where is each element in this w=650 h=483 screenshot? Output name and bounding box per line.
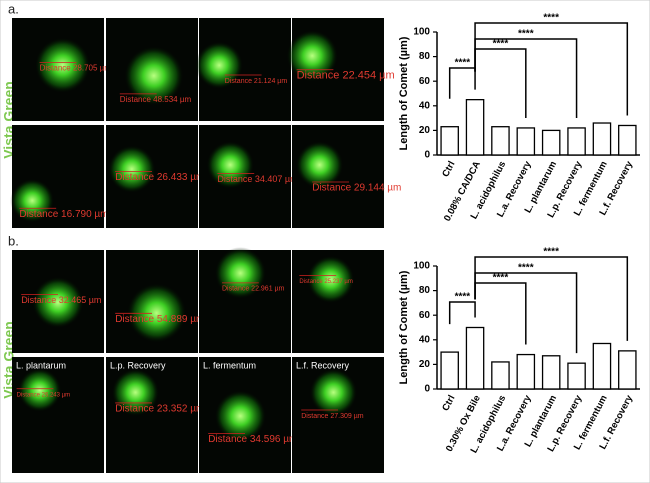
- significance-bracket: [474, 22, 629, 116]
- y-tick-label: 80: [419, 285, 431, 296]
- distance-label: Distance 21.124 µm: [225, 78, 288, 85]
- bar: [440, 351, 459, 390]
- y-tick-label: 20: [419, 359, 431, 370]
- significance-bracket: [474, 256, 629, 341]
- bar: [592, 122, 612, 156]
- significance-label: ****: [455, 292, 471, 303]
- comet: [214, 390, 267, 442]
- comet: [286, 29, 339, 82]
- bar: [491, 126, 510, 156]
- comet: [195, 41, 244, 90]
- comet: [126, 283, 187, 343]
- significance-label: ****: [493, 39, 509, 50]
- y-tick-label: 40: [419, 100, 431, 111]
- comet: [309, 368, 358, 417]
- bar: [465, 99, 485, 156]
- significance-label: ****: [455, 58, 471, 69]
- significance-label: ****: [543, 247, 559, 258]
- distance-label: Distance 32.465 µm: [21, 295, 101, 305]
- y-tick-label: 40: [419, 334, 431, 345]
- bar: [541, 129, 561, 156]
- distance-label: Distance 34.596 µm: [208, 434, 297, 445]
- bar: [567, 362, 586, 390]
- comet: [32, 276, 84, 329]
- comet: [295, 140, 344, 189]
- significance-label: ****: [543, 13, 559, 24]
- comet: [34, 37, 91, 94]
- bar: [491, 361, 510, 390]
- distance-label: Distance 26.243 µm: [17, 392, 70, 398]
- image-caption: L.f. Recovery: [296, 360, 350, 370]
- distance-label: Distance 29.144 µm: [312, 183, 401, 194]
- comet: [214, 247, 267, 300]
- comet: [10, 178, 55, 223]
- bar: [440, 126, 459, 156]
- distance-label: Distance 28.705 µm: [40, 64, 112, 73]
- distance-label: Distance 23.352 µm: [115, 404, 204, 415]
- panel-label: b.: [8, 233, 19, 248]
- distance-label: Distance 27.309 µm: [301, 413, 364, 420]
- comet: [206, 140, 255, 189]
- distance-label: Distance 16.790 µm: [19, 209, 108, 220]
- y-tick-label: 60: [419, 310, 431, 321]
- y-tick-label: 0: [424, 150, 430, 161]
- image-caption: L.p. Recovery: [110, 360, 166, 370]
- y-axis-label: Length of Comet (µm): [398, 36, 410, 150]
- comet: [306, 255, 355, 304]
- y-tick-label: 100: [413, 261, 430, 272]
- distance-label: Distance 34.407 µm: [217, 174, 297, 184]
- bar: [465, 326, 485, 390]
- bar: [618, 124, 637, 156]
- image-caption: L. plantarum: [16, 360, 66, 370]
- significance-bracket: [448, 67, 476, 99]
- comet: [17, 368, 62, 413]
- bar: [516, 353, 536, 390]
- distance-label: Distance 22.961 µm: [222, 286, 285, 293]
- significance-bracket: [448, 301, 476, 325]
- y-tick-label: 100: [413, 27, 430, 38]
- comet: [107, 145, 156, 194]
- y-tick-label: 60: [419, 76, 431, 87]
- bar: [618, 350, 637, 390]
- y-tick-label: 0: [424, 384, 430, 395]
- y-axis-label: Length of Comet (µm): [398, 270, 410, 384]
- distance-label: Distance 22.454 µm: [297, 70, 395, 82]
- comet: [111, 368, 160, 417]
- image-caption: L. fermentum: [203, 360, 256, 370]
- bar: [541, 355, 561, 390]
- significance-label: ****: [493, 273, 509, 284]
- bar: [592, 342, 612, 390]
- comet: [123, 45, 184, 106]
- distance-label: Distance 25.237 µm: [299, 279, 352, 285]
- panel-label: a.: [8, 1, 19, 16]
- bar: [567, 127, 586, 156]
- y-tick-label: 80: [419, 51, 431, 62]
- distance-label: Distance 54.889 µm: [115, 314, 204, 325]
- distance-label: Distance 48.534 µm: [120, 95, 192, 104]
- significance-label: ****: [518, 29, 534, 40]
- distance-label: Distance 26.433 µm: [115, 172, 204, 183]
- bar: [516, 127, 536, 156]
- y-tick-label: 20: [419, 125, 431, 136]
- significance-label: ****: [518, 263, 534, 274]
